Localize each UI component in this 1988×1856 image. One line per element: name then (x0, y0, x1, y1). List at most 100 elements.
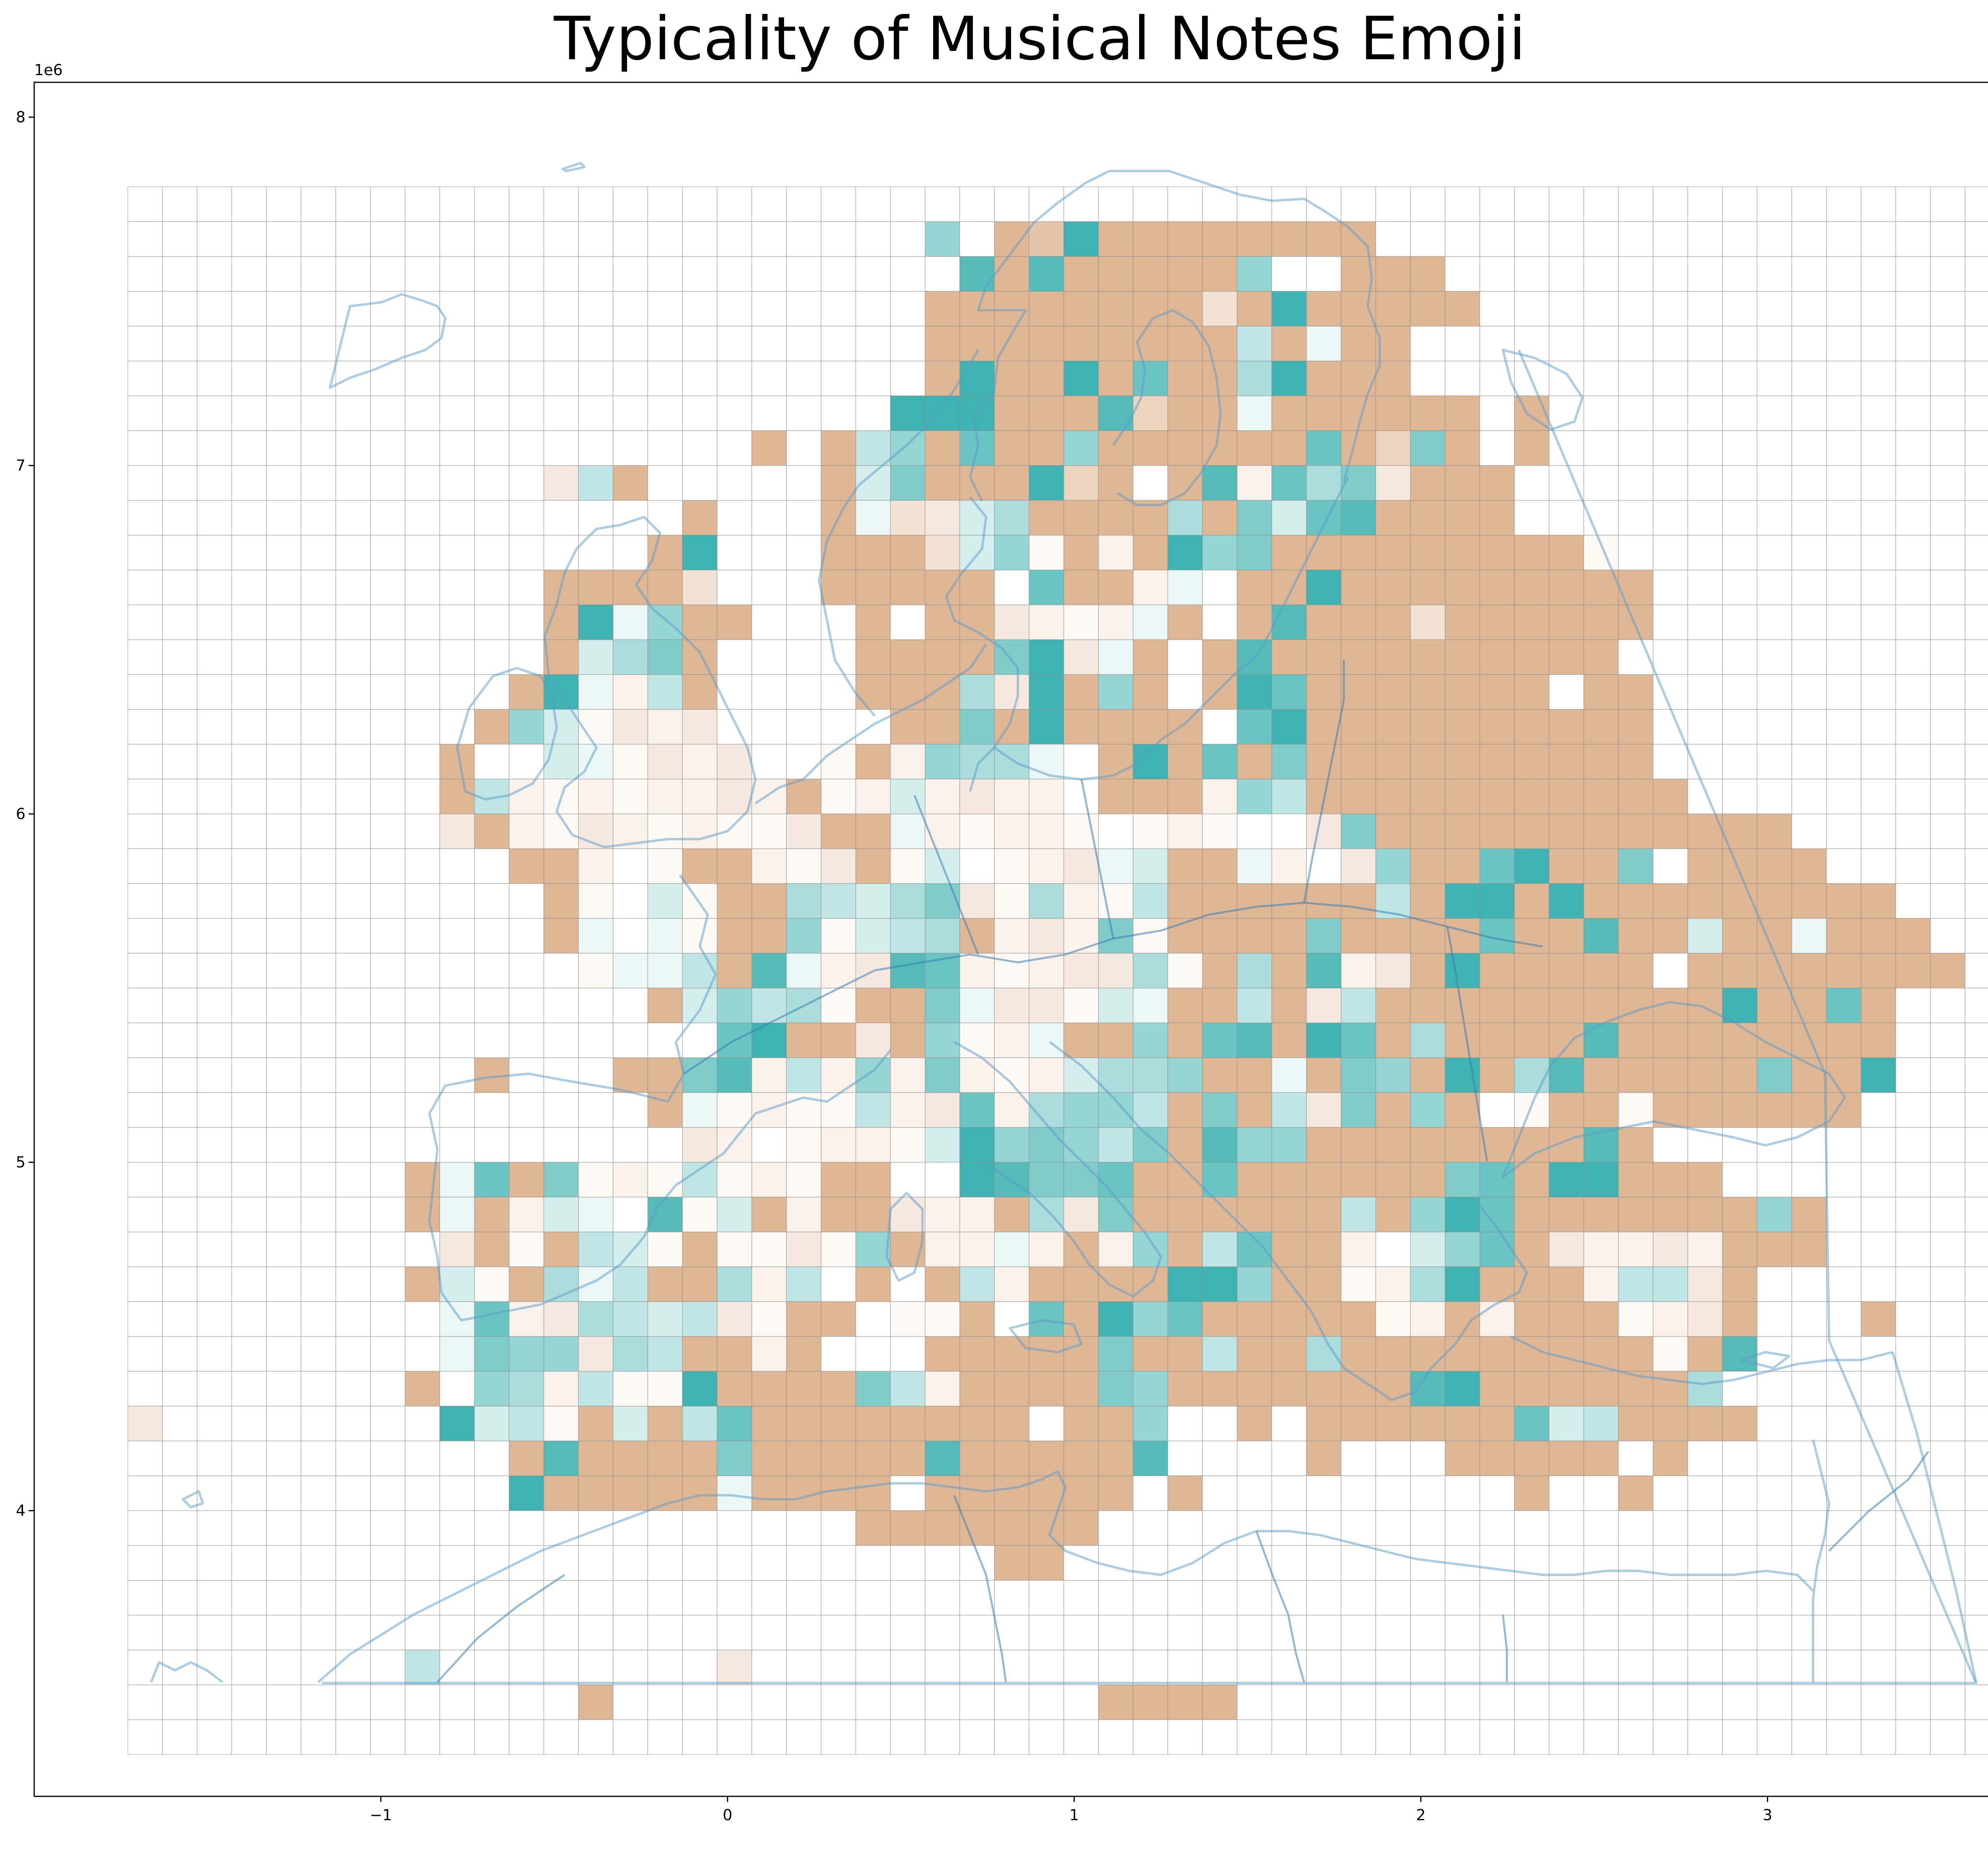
heatmap-cell (578, 1197, 613, 1232)
heatmap-cell (1271, 848, 1307, 884)
heatmap-cell (578, 953, 613, 989)
heatmap-cells (127, 186, 1988, 1755)
heatmap-cell (439, 361, 475, 396)
heatmap-cell (1375, 744, 1411, 779)
heatmap-cell (1549, 848, 1584, 884)
heatmap-cell (1202, 1580, 1238, 1616)
heatmap-cell (994, 1475, 1030, 1511)
heatmap-cell (647, 1615, 683, 1650)
coastline-greece (1343, 1204, 1528, 1401)
heatmap-cell (1063, 500, 1099, 536)
heatmap-cell (1341, 744, 1376, 779)
heatmap-cell (1237, 1684, 1272, 1720)
heatmap-cell (1133, 535, 1168, 571)
heatmap-cell (1618, 1650, 1654, 1685)
heatmap-cell (647, 1127, 683, 1163)
heatmap-cell (1861, 813, 1896, 849)
heatmap-cell (682, 1475, 718, 1511)
heatmap-cell (405, 1406, 440, 1442)
heatmap-cell (1479, 639, 1515, 675)
heatmap-cell (613, 1266, 648, 1302)
heatmap-cell (1826, 674, 1862, 710)
heatmap-cell (647, 326, 683, 361)
heatmap-cell (127, 1266, 163, 1302)
heatmap-cell (682, 848, 718, 884)
heatmap-cell (613, 883, 648, 919)
heatmap-cell (509, 1092, 544, 1128)
heatmap-cell (162, 1057, 198, 1093)
heatmap-cell (1895, 1475, 1931, 1511)
heatmap-cell (1306, 395, 1342, 431)
heatmap-cell (1652, 395, 1688, 431)
heatmap-cell (1341, 1719, 1376, 1755)
heatmap-cell (1965, 535, 1988, 571)
heatmap-cell (751, 1127, 787, 1163)
heatmap-cell (162, 535, 198, 571)
heatmap-cell (1444, 1232, 1480, 1267)
heatmap-cell (509, 1650, 544, 1685)
heatmap-cell (301, 430, 336, 466)
heatmap-cell (578, 674, 613, 710)
heatmap-cell (1271, 465, 1307, 501)
heatmap-cell (1410, 569, 1446, 605)
heatmap-cell (439, 883, 475, 919)
heatmap-cell (1652, 1650, 1688, 1685)
heatmap-cell (196, 1406, 232, 1442)
heatmap-cell (439, 709, 475, 745)
heatmap-cell (196, 1232, 232, 1267)
heatmap-cell (1618, 883, 1654, 919)
heatmap-cell (543, 1545, 579, 1581)
heatmap-cell (786, 883, 822, 919)
heatmap-cell (196, 674, 232, 710)
heatmap-cell (1167, 883, 1203, 919)
heatmap-cell (474, 1127, 510, 1163)
heatmap-cell (1098, 1545, 1134, 1581)
heatmap-cell (231, 848, 267, 884)
heatmap-cell (1167, 1510, 1203, 1546)
heatmap-cell (266, 1406, 302, 1442)
heatmap-cell (1444, 1406, 1480, 1442)
heatmap-cell (1341, 1162, 1376, 1198)
heatmap-cell (1826, 221, 1862, 257)
heatmap-cell (1306, 674, 1342, 710)
heatmap-cell (682, 1266, 718, 1302)
x-tick-label: −1 (370, 1806, 392, 1824)
heatmap-cell (1652, 1232, 1688, 1267)
heatmap-cell (231, 430, 267, 466)
heatmap-cell (1133, 953, 1168, 989)
heatmap-cell (127, 779, 163, 814)
heatmap-cell (1341, 326, 1376, 361)
heatmap-cell (1930, 221, 1966, 257)
heatmap-cell (1549, 1684, 1584, 1720)
heatmap-cell (1410, 1022, 1446, 1058)
heatmap-cell (1826, 291, 1862, 327)
heatmap-cell (474, 1615, 510, 1650)
heatmap-cell (1687, 953, 1723, 989)
heatmap-cell (716, 1336, 752, 1372)
heatmap-cell (1861, 848, 1896, 884)
heatmap-cell (1167, 1336, 1203, 1372)
heatmap-cell (1930, 1510, 1966, 1546)
heatmap-cell (994, 639, 1030, 675)
heatmap-cell (1375, 709, 1411, 745)
heatmap-cell (855, 1719, 891, 1755)
heatmap-cell (1341, 1650, 1376, 1685)
heatmap-cell (1791, 1684, 1827, 1720)
heatmap-cell (1375, 361, 1411, 396)
heatmap-cell (1549, 1266, 1584, 1302)
heatmap-cell (682, 465, 718, 501)
heatmap-cell (1479, 1092, 1515, 1128)
heatmap-cell (751, 256, 787, 292)
heatmap-cell (1861, 1545, 1896, 1581)
heatmap-cell (613, 186, 648, 222)
heatmap-cell (1479, 953, 1515, 989)
heatmap-cell (647, 744, 683, 779)
heatmap-cell (1167, 987, 1203, 1024)
heatmap-cell (1237, 1301, 1272, 1337)
heatmap-cell (1133, 1371, 1168, 1407)
heatmap-cell (1514, 465, 1549, 501)
heatmap-cell (613, 709, 648, 745)
heatmap-cell (1410, 1684, 1446, 1720)
heatmap-cell (1861, 291, 1896, 327)
heatmap-cell (1341, 1232, 1376, 1267)
